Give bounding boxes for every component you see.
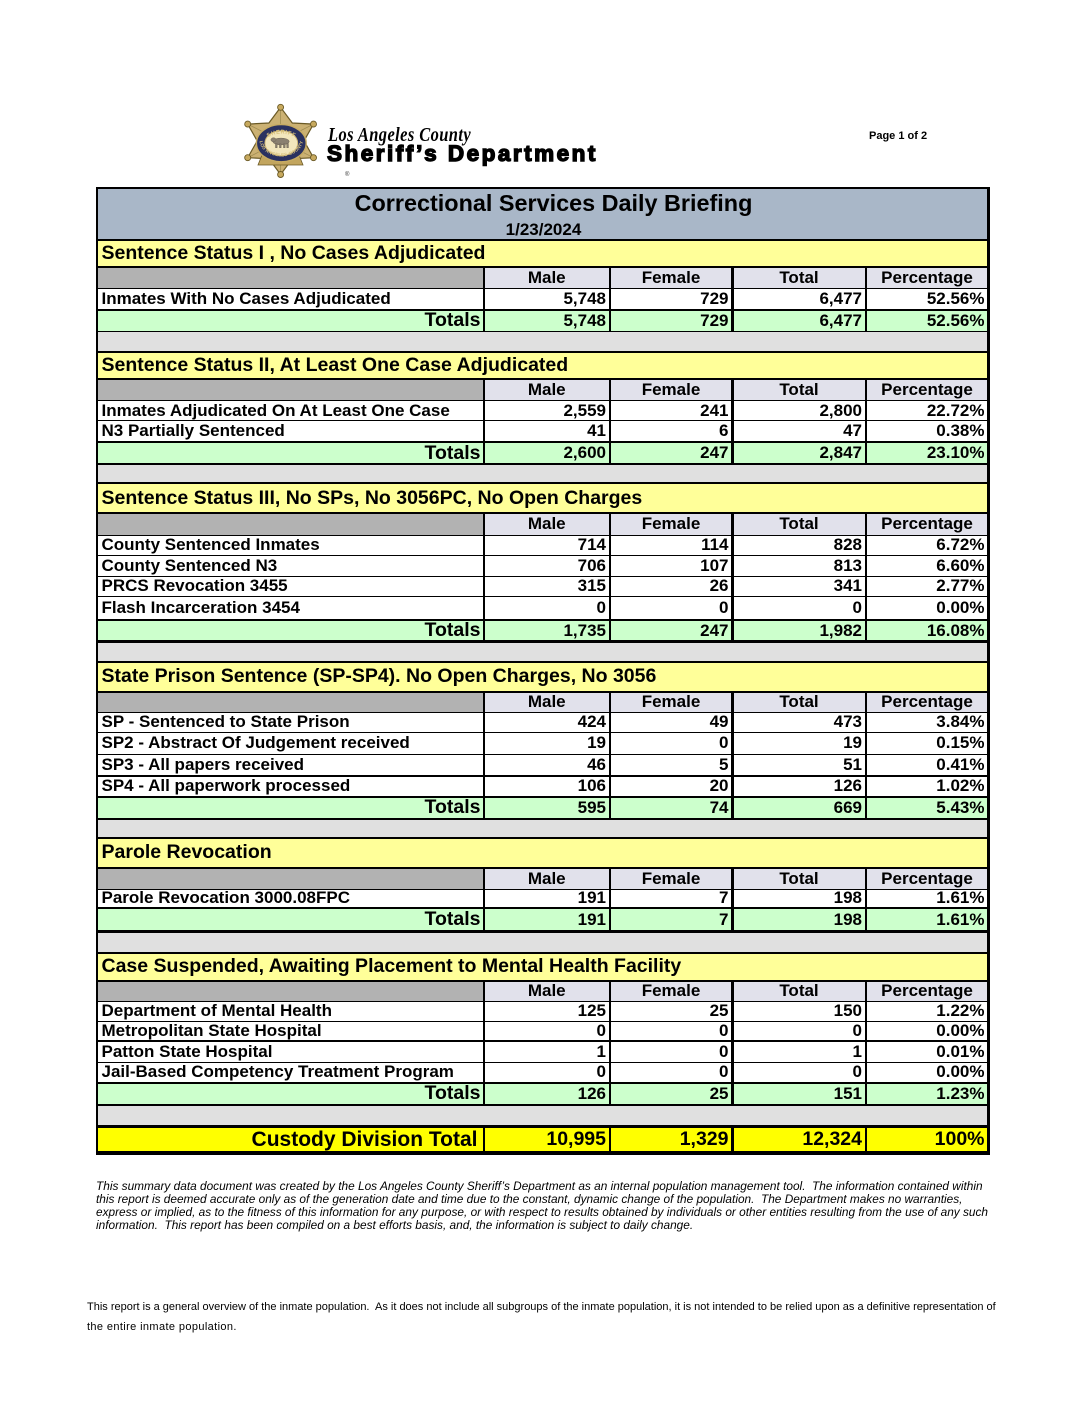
- svg-text:®: ®: [345, 171, 350, 178]
- svg-text:SHERIFF: SHERIFF: [266, 129, 297, 139]
